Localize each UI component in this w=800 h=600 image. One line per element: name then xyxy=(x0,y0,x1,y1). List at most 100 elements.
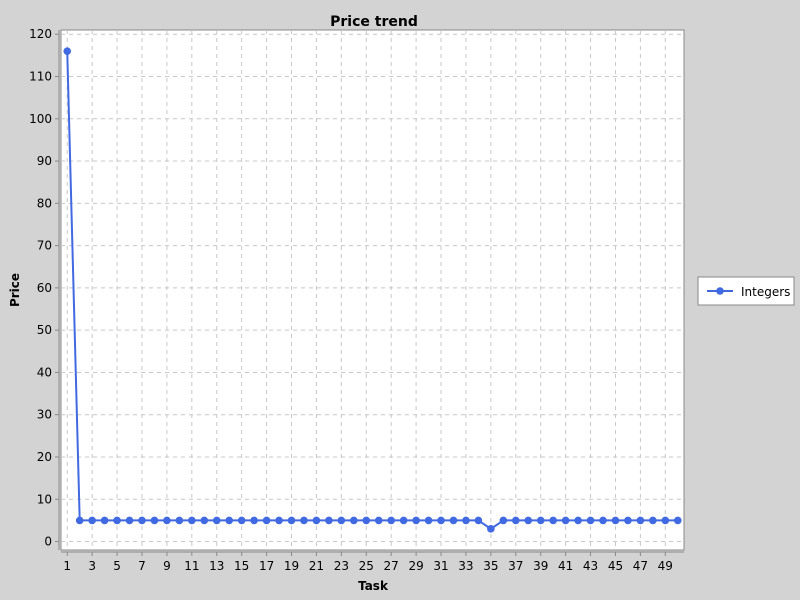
y-tick-label: 120 xyxy=(29,27,52,41)
data-point xyxy=(474,516,483,525)
y-tick-label: 50 xyxy=(37,323,52,337)
data-point xyxy=(325,516,333,525)
data-point xyxy=(536,516,545,525)
data-point xyxy=(586,516,595,525)
data-point xyxy=(300,516,308,525)
y-tick-label: 80 xyxy=(37,196,52,210)
data-point xyxy=(200,516,209,525)
y-tick-label: 110 xyxy=(29,70,52,84)
data-point xyxy=(561,516,570,525)
data-point xyxy=(462,516,470,525)
x-tick-label: 15 xyxy=(234,559,249,573)
x-tick-label: 21 xyxy=(309,559,324,573)
data-point xyxy=(175,516,184,525)
x-tick-label: 45 xyxy=(608,559,623,573)
y-axis-ticks: 0 10 20 30 40 50 60 70 80 90 100 110 120 xyxy=(29,27,59,549)
y-tick-label: 10 xyxy=(37,492,52,506)
y-tick-label: 90 xyxy=(37,154,52,168)
plot-area xyxy=(60,29,685,551)
x-tick-label: 29 xyxy=(408,559,423,573)
data-point xyxy=(350,516,358,525)
y-tick-label: 20 xyxy=(37,450,52,464)
data-point xyxy=(88,516,96,525)
x-tick-label: 13 xyxy=(209,559,224,573)
x-tick-label: 31 xyxy=(433,559,448,573)
x-tick-label: 33 xyxy=(458,559,473,573)
data-point xyxy=(499,516,508,525)
x-tick-label: 41 xyxy=(558,559,573,573)
y-axis-label: Price xyxy=(8,273,22,307)
x-tick-label: 43 xyxy=(583,559,598,573)
data-point xyxy=(63,47,72,55)
data-point xyxy=(673,516,682,525)
data-point xyxy=(362,516,371,525)
x-tick-label: 39 xyxy=(533,559,548,573)
data-point xyxy=(449,516,458,525)
data-point xyxy=(412,516,420,525)
x-tick-label: 25 xyxy=(359,559,374,573)
data-point xyxy=(636,516,645,525)
data-point xyxy=(188,516,196,525)
x-axis-ticks: 1 3 5 7 9 11 13 15 17 19 21 23 25 27 29 31 33 35 37 39 41 43 4… xyxy=(63,552,673,573)
data-point xyxy=(312,516,321,525)
data-point xyxy=(138,516,146,525)
x-tick-label: 35 xyxy=(483,559,498,573)
x-tick-label: 49 xyxy=(658,559,673,573)
data-point xyxy=(250,516,258,525)
y-tick-label: 60 xyxy=(37,281,52,295)
series-layer xyxy=(63,47,682,533)
x-tick-label: 3 xyxy=(88,559,96,573)
data-point xyxy=(487,525,495,533)
data-point xyxy=(337,516,346,525)
data-point xyxy=(437,516,445,525)
x-tick-label: 7 xyxy=(138,559,146,573)
data-point xyxy=(511,516,520,525)
data-point xyxy=(374,516,383,525)
x-tick-label: 37 xyxy=(508,559,523,573)
data-point xyxy=(649,516,657,525)
x-tick-label: 17 xyxy=(259,559,274,573)
data-point xyxy=(287,516,296,525)
data-point xyxy=(387,516,395,525)
x-tick-label: 9 xyxy=(163,559,171,573)
y-tick-label: 100 xyxy=(29,112,52,126)
data-point xyxy=(262,516,271,525)
legend-point-marker xyxy=(716,287,724,295)
x-tick-label: 11 xyxy=(184,559,199,573)
y-tick-label: 0 xyxy=(44,535,52,549)
data-point xyxy=(624,516,632,525)
data-point xyxy=(163,516,171,525)
data-point xyxy=(524,516,533,525)
data-point xyxy=(549,516,557,525)
grid-lines xyxy=(61,30,684,550)
data-point xyxy=(225,516,234,525)
x-tick-label: 47 xyxy=(633,559,648,573)
chart-title: Price trend xyxy=(330,14,418,30)
data-point xyxy=(661,516,670,525)
data-point xyxy=(125,516,134,525)
data-point xyxy=(424,516,433,525)
y-tick-label: 40 xyxy=(37,365,52,379)
x-tick-label: 27 xyxy=(384,559,399,573)
legend: Integers xyxy=(697,276,795,306)
data-point xyxy=(75,516,84,525)
data-point xyxy=(212,516,221,525)
data-point xyxy=(275,516,283,525)
data-point xyxy=(237,516,246,525)
y-tick-label: 70 xyxy=(37,239,52,253)
data-point xyxy=(100,516,109,525)
data-point xyxy=(399,516,408,525)
x-tick-label: 1 xyxy=(63,559,71,573)
legend-label-integers: Integers xyxy=(741,285,790,299)
x-tick-label: 19 xyxy=(284,559,299,573)
x-tick-label: 5 xyxy=(113,559,121,573)
y-tick-label: 30 xyxy=(37,408,52,422)
x-axis-label: Task xyxy=(358,579,389,593)
data-point xyxy=(150,516,159,525)
data-point xyxy=(599,516,607,525)
x-tick-label: 23 xyxy=(334,559,349,573)
data-point xyxy=(574,516,582,525)
data-point xyxy=(611,516,620,525)
data-point xyxy=(113,516,121,525)
